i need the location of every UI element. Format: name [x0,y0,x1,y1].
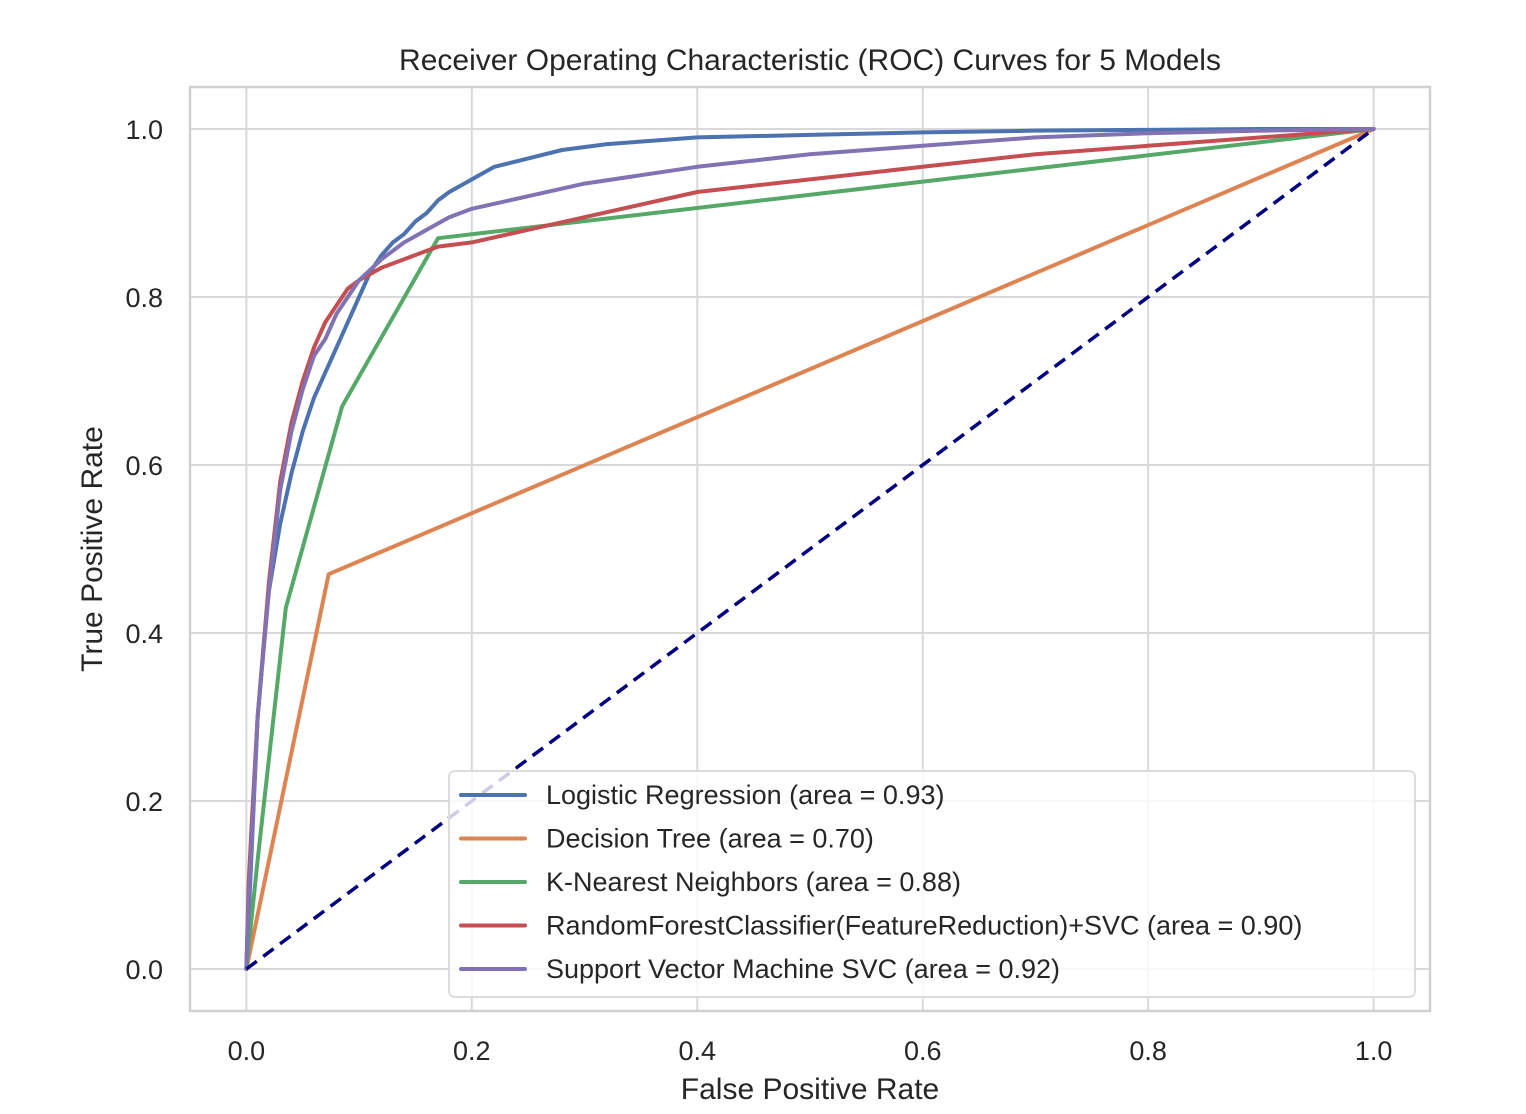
series-line-2 [244,127,1376,971]
series-group [244,127,1376,971]
legend-label-5: Support Vector Machine SVC (area = 0.92) [546,954,1060,984]
x-tick-label: 0.6 [904,1036,942,1066]
series-line-5 [244,127,1376,971]
y-tick-label: 0.0 [125,955,163,985]
series-line-3 [244,127,1376,971]
x-axis-label: False Positive Rate [681,1073,939,1106]
x-tick-label: 0.4 [678,1036,716,1066]
legend-box [448,770,1416,998]
y-tick-label: 0.2 [125,787,163,817]
tick-labels: 0.0 0.2 0.4 0.6 0.8 1.0 0.0 0.2 0.4 0.6 0.8 1.0 [125,115,1392,1066]
chart-title: Receiver Operating Characteristic (ROC) … [399,44,1221,77]
y-tick-label: 1.0 [125,115,163,145]
plot-area-frame [188,85,1432,1013]
y-axis-label: True Positive Rate [76,426,109,672]
y-tick-label: 0.6 [125,451,163,481]
legend-label-1: Logistic Regression (area = 0.93) [546,780,944,810]
legend-label-3: K-Nearest Neighbors (area = 0.88) [546,867,961,897]
y-tick-label: 0.8 [125,283,163,313]
x-tick-label: 0.0 [228,1036,266,1066]
y-tick-label: 0.4 [125,619,163,649]
legend: Logistic Regression (area = 0.93) Decisio… [448,770,1416,998]
legend-label-4: RandomForestClassifier(FeatureReduction)… [546,911,1302,941]
x-tick-label: 0.2 [453,1036,491,1066]
x-tick-label: 1.0 [1355,1036,1393,1066]
reference-diagonal-line [245,127,1375,971]
x-tick-label: 0.8 [1129,1036,1167,1066]
series-line-1 [244,127,1376,971]
legend-label-2: Decision Tree (area = 0.70) [546,824,874,854]
